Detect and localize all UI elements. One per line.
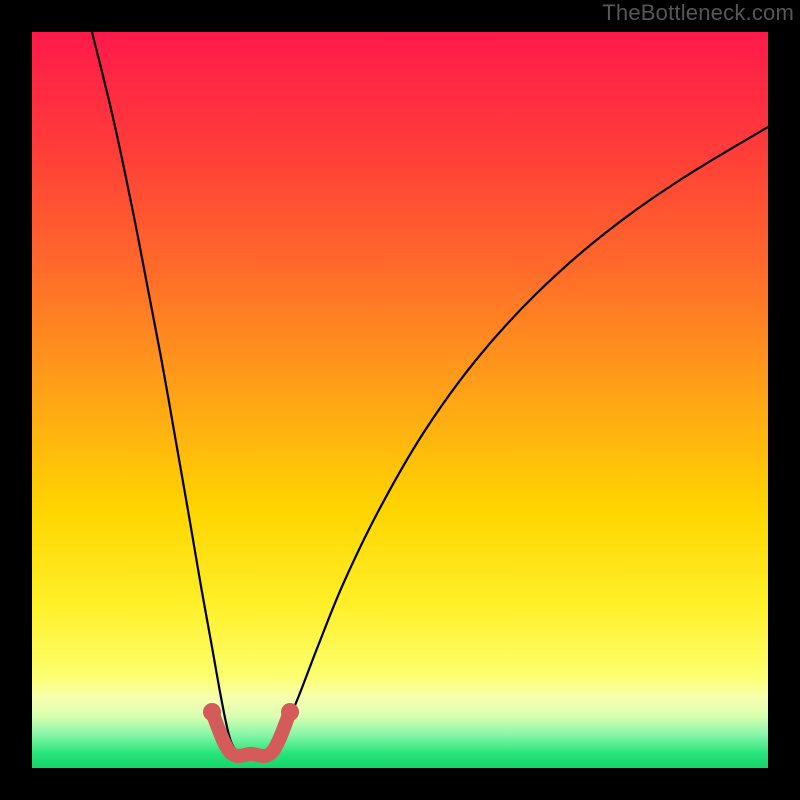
highlight-endpoint-right xyxy=(281,703,299,721)
highlight-endpoint-left xyxy=(203,703,221,721)
gradient-background xyxy=(32,32,768,768)
chart-frame xyxy=(32,32,768,768)
bottleneck-chart xyxy=(32,32,768,768)
watermark-text: TheBottleneck.com xyxy=(0,0,800,26)
